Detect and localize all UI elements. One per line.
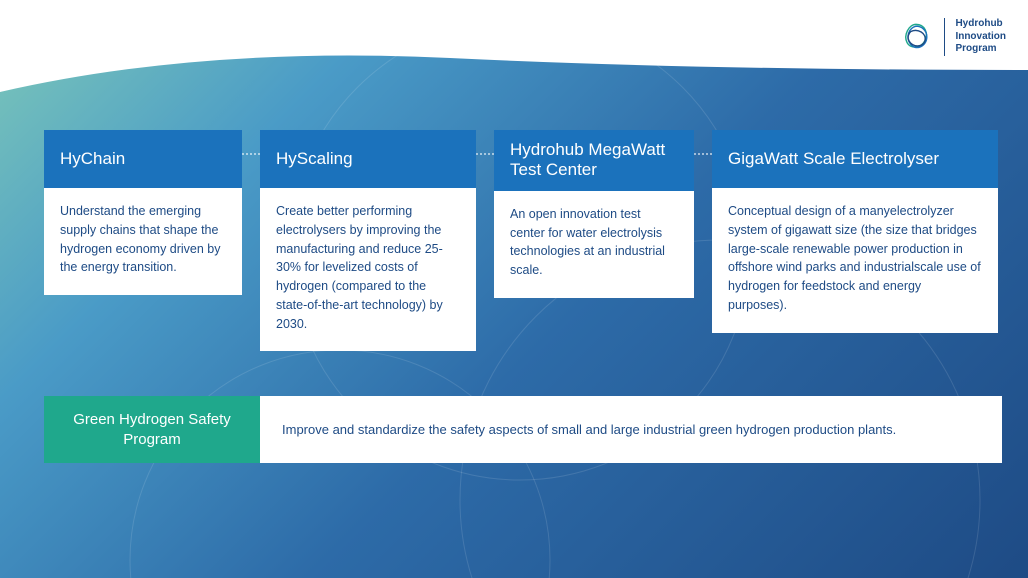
card-body: An open innovation test center for water… [494,191,694,298]
card-megawatt-test-center: Hydrohub MegaWatt Test Center An open in… [494,130,694,298]
card-body: Understand the emerging supply chains th… [44,188,242,295]
safety-title: Green Hydrogen Safety Program [44,396,260,463]
card-title: HyScaling [260,130,476,188]
card-title: Hydrohub MegaWatt Test Center [494,130,694,191]
logo-icon [898,19,934,55]
program-cards-row: HyChain Understand the emerging supply c… [44,130,1002,351]
card-title: GigaWatt Scale Electrolyser [712,130,998,188]
brand-name-line: Innovation [955,31,1006,44]
card-hychain: HyChain Understand the emerging supply c… [44,130,242,295]
safety-body: Improve and standardize the safety aspec… [260,396,1002,463]
card-body: Create better performing electrolysers b… [260,188,476,351]
safety-program-row: Green Hydrogen Safety Program Improve an… [44,396,1002,463]
brand-name-line: Program [955,43,1006,56]
logo-divider [944,18,945,56]
brand-name-line: Hydrohub [955,18,1006,31]
card-gigawatt-electrolyser: GigaWatt Scale Electrolyser Conceptual d… [712,130,998,333]
header-curve [0,0,1028,120]
card-body: Conceptual design of a manyelectrolyzer … [712,188,998,333]
brand-logo: Hydrohub Innovation Program [898,18,1006,56]
brand-name: Hydrohub Innovation Program [955,18,1006,56]
card-hyscaling: HyScaling Create better performing elect… [260,130,476,351]
card-title: HyChain [44,130,242,188]
